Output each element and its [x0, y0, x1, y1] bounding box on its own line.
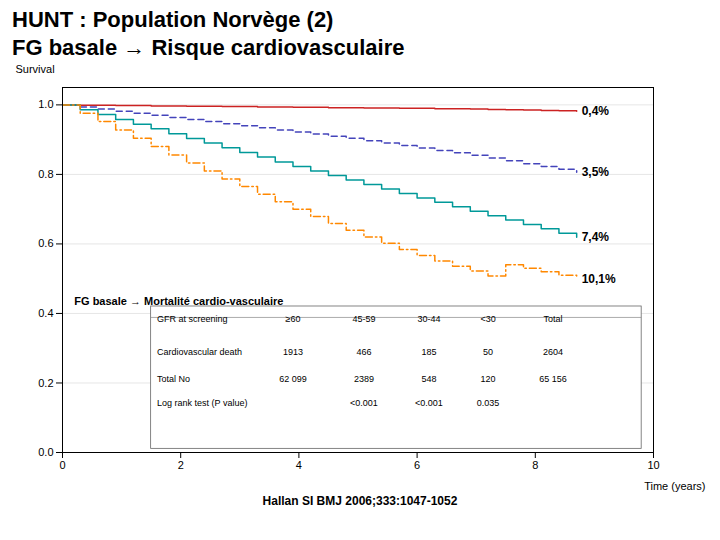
svg-text:466: 466: [356, 347, 371, 357]
svg-text:<0.001: <0.001: [415, 398, 443, 408]
svg-text:0,4%: 0,4%: [582, 104, 610, 118]
svg-text:2389: 2389: [354, 374, 374, 384]
svg-text:1.0: 1.0: [38, 98, 53, 110]
svg-text:50: 50: [483, 347, 493, 357]
svg-text:2: 2: [178, 459, 184, 471]
svg-text:0.4: 0.4: [38, 307, 53, 319]
svg-text:0.2: 0.2: [38, 376, 53, 388]
svg-text:185: 185: [421, 347, 436, 357]
svg-text:0.6: 0.6: [38, 237, 53, 249]
svg-text:Cardiovascular death: Cardiovascular death: [157, 347, 242, 357]
svg-text:6: 6: [414, 459, 420, 471]
svg-text:120: 120: [481, 374, 496, 384]
svg-text:Total No: Total No: [157, 374, 190, 384]
svg-text:30-44: 30-44: [417, 314, 440, 324]
svg-text:Survival: Survival: [16, 63, 55, 75]
svg-text:GFR at screening: GFR at screening: [157, 314, 228, 324]
svg-text:<30: <30: [480, 314, 495, 324]
svg-text:7,4%: 7,4%: [582, 230, 610, 244]
svg-text:0: 0: [59, 459, 65, 471]
svg-text:10,1%: 10,1%: [582, 272, 616, 286]
svg-text:3,5%: 3,5%: [582, 165, 610, 179]
svg-text:<0.001: <0.001: [350, 398, 378, 408]
svg-text:Total: Total: [544, 314, 563, 324]
svg-text:2604: 2604: [543, 347, 563, 357]
svg-text:FG basale → Mortalité cardio-v: FG basale → Mortalité cardio-vasculaire: [74, 295, 283, 307]
svg-text:10: 10: [647, 459, 659, 471]
svg-text:0.035: 0.035: [477, 398, 500, 408]
svg-text:0.0: 0.0: [38, 446, 53, 458]
html-text:HUNT : Population Norvège (2): HUNT : Population Norvège (2): [12, 7, 334, 32]
html-text:FG basale → Risque cardiovascu: FG basale → Risque cardiovasculaire: [12, 35, 405, 60]
svg-text:45-59: 45-59: [352, 314, 375, 324]
svg-text:Time (years): Time (years): [644, 480, 705, 492]
svg-text:65 156: 65 156: [539, 374, 567, 384]
html-text:Hallan SI BMJ 2006;333:1047-10: Hallan SI BMJ 2006;333:1047-1052: [262, 494, 458, 508]
svg-text:≥60: ≥60: [286, 314, 301, 324]
svg-text:Log rank test (P value): Log rank test (P value): [157, 398, 247, 408]
svg-text:0.8: 0.8: [38, 168, 53, 180]
svg-text:62 099: 62 099: [279, 374, 307, 384]
svg-text:8: 8: [532, 459, 538, 471]
svg-text:4: 4: [296, 459, 302, 471]
svg-text:1913: 1913: [283, 347, 303, 357]
svg-text:548: 548: [421, 374, 436, 384]
